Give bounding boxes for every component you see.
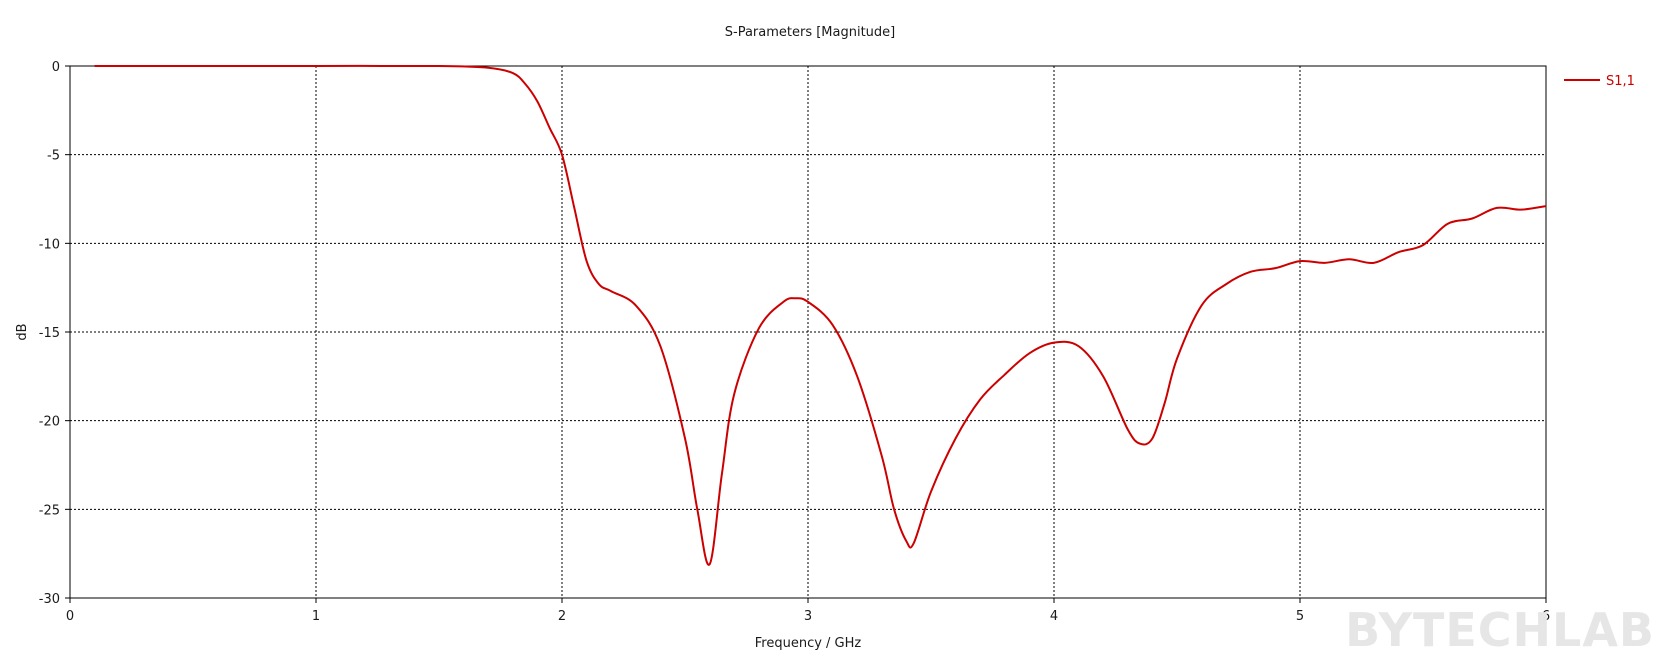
x-tick-label: 1: [312, 609, 320, 624]
x-tick-label: 6: [1542, 609, 1550, 624]
y-tick-label: -5: [47, 149, 60, 164]
y-tick-label: -25: [39, 503, 60, 518]
legend-label-s11: S1,1: [1606, 74, 1635, 89]
y-tick-label: -30: [39, 592, 60, 607]
chart-title: S-Parameters [Magnitude]: [725, 25, 896, 40]
x-tick-label: 3: [804, 609, 812, 624]
y-tick-label: -15: [39, 326, 60, 341]
legend[interactable]: S1,1: [1564, 74, 1635, 89]
x-tick-label: 2: [558, 609, 566, 624]
x-tick-label: 4: [1050, 609, 1058, 624]
y-axis-title: dB: [15, 323, 30, 340]
y-tick-label: 0: [52, 60, 60, 75]
y-tick-label: -10: [39, 237, 60, 252]
series-line-s11: [94, 64, 1547, 566]
y-axis-ticks: 0 -5 -10 -15 -20 -25 -30: [39, 60, 70, 607]
series-lines: [94, 64, 1547, 566]
x-tick-label: 5: [1296, 609, 1304, 624]
x-tick-label: 0: [66, 609, 74, 624]
x-axis-title: Frequency / GHz: [755, 636, 862, 651]
y-tick-label: -20: [39, 415, 60, 430]
grid-lines: [70, 66, 1546, 598]
watermark: BYTECHLAB: [1345, 603, 1655, 657]
x-axis-ticks: 0 1 2 3 4 5 6: [66, 598, 1550, 624]
